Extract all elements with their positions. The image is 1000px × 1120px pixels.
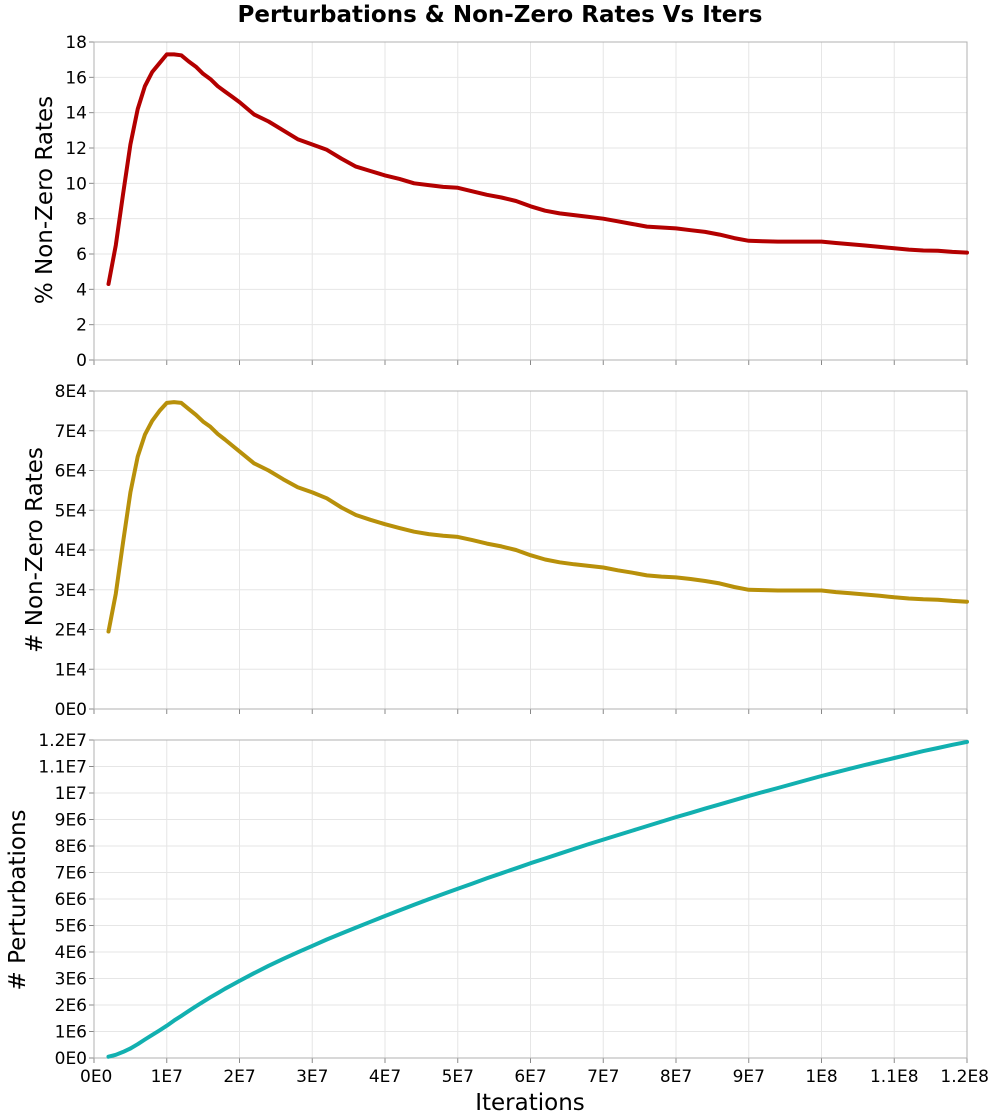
x-tick-label: 7E7 bbox=[587, 1067, 619, 1087]
y-tick-label-pct-nonzero-rates: 14 bbox=[65, 104, 87, 124]
series-line-pct-nonzero-rates bbox=[106, 52, 969, 286]
y-tick-label-pct-nonzero-rates: 10 bbox=[65, 174, 87, 194]
x-tick-label: 3E7 bbox=[296, 1067, 328, 1087]
y-tick-label-perturbations: 1.1E7 bbox=[38, 758, 87, 778]
y-tick-label-perturbations: 6E6 bbox=[55, 890, 87, 910]
y-tick-label-perturbations: 4E6 bbox=[55, 943, 87, 963]
y-tick-label-pct-nonzero-rates: 8 bbox=[76, 210, 87, 230]
y-tick-label-pct-nonzero-rates: 2 bbox=[76, 316, 87, 336]
x-tick-label: 1.1E8 bbox=[870, 1067, 919, 1087]
y-tick-label-perturbations: 1E6 bbox=[55, 1023, 87, 1043]
y-tick-label-num-nonzero-rates: 1E4 bbox=[55, 660, 87, 680]
plot-frame-perturbations bbox=[93, 739, 968, 1059]
y-tick-label-pct-nonzero-rates: 0 bbox=[76, 351, 87, 371]
x-tick-label: 1E8 bbox=[805, 1067, 837, 1087]
y-tick-label-num-nonzero-rates: 8E4 bbox=[55, 382, 87, 402]
y-tick-label-num-nonzero-rates: 3E4 bbox=[55, 581, 87, 601]
y-tick-label-num-nonzero-rates: 6E4 bbox=[55, 462, 87, 482]
y-axis-label-num-nonzero-rates: # Non-Zero Rates bbox=[22, 447, 48, 653]
x-tick-label: 2E7 bbox=[223, 1067, 255, 1087]
plot-frame-pct-nonzero-rates bbox=[93, 41, 968, 361]
y-tick-label-perturbations: 7E6 bbox=[55, 864, 87, 884]
x-tick-label: 4E7 bbox=[369, 1067, 401, 1087]
x-tick-label: 0E0 bbox=[80, 1067, 112, 1087]
chart-title: Perturbations & Non-Zero Rates Vs Iters bbox=[238, 2, 763, 28]
y-tick-label-pct-nonzero-rates: 6 bbox=[76, 245, 87, 265]
x-tick-label: 8E7 bbox=[660, 1067, 692, 1087]
y-tick-label-num-nonzero-rates: 5E4 bbox=[55, 501, 87, 521]
y-tick-label-perturbations: 5E6 bbox=[55, 917, 87, 937]
y-tick-label-num-nonzero-rates: 2E4 bbox=[55, 621, 87, 641]
y-tick-label-pct-nonzero-rates: 16 bbox=[65, 68, 87, 88]
y-tick-label-pct-nonzero-rates: 18 bbox=[65, 33, 87, 53]
y-tick-label-perturbations: 0E0 bbox=[55, 1049, 87, 1069]
x-axis-label: Iterations bbox=[475, 1090, 585, 1116]
y-tick-label-num-nonzero-rates: 0E0 bbox=[55, 700, 87, 720]
panel-pct-nonzero-rates: % Non-Zero Rates 0 2 4 6 8 10 12 14 16 18 bbox=[32, 33, 969, 371]
y-tick-label-perturbations: 1.2E7 bbox=[38, 731, 87, 751]
x-tick-label: 6E7 bbox=[514, 1067, 546, 1087]
y-axis-label-perturbations: # Perturbations bbox=[5, 809, 31, 990]
panel-num-nonzero-rates: # Non-Zero Rates 0E0 1E4 2E4 3E4 4E4 5E4 6E4 7E… bbox=[22, 382, 969, 720]
x-tick-label: 1.2E8 bbox=[940, 1067, 989, 1087]
series-line-perturbations bbox=[106, 739, 969, 1059]
y-tick-label-num-nonzero-rates: 4E4 bbox=[55, 541, 87, 561]
x-tick-label: 1E7 bbox=[151, 1067, 183, 1087]
y-tick-label-perturbations: 8E6 bbox=[55, 837, 87, 857]
y-tick-label-perturbations: 2E6 bbox=[55, 996, 87, 1016]
y-tick-label-pct-nonzero-rates: 4 bbox=[76, 280, 87, 300]
panel-perturbations: # Perturbations 0E0 1E6 2E6 3E6 4E6 5E6 6E6 7E6… bbox=[5, 731, 989, 1087]
x-tick-label: 5E7 bbox=[442, 1067, 474, 1087]
y-axis-label-pct-nonzero-rates: % Non-Zero Rates bbox=[32, 96, 58, 304]
x-tick-label: 9E7 bbox=[733, 1067, 765, 1087]
series-line-num-nonzero-rates bbox=[106, 400, 969, 634]
y-tick-label-pct-nonzero-rates: 12 bbox=[65, 139, 87, 159]
y-tick-label-num-nonzero-rates: 7E4 bbox=[55, 422, 87, 442]
y-tick-label-perturbations: 3E6 bbox=[55, 970, 87, 990]
y-tick-label-perturbations: 9E6 bbox=[55, 811, 87, 831]
y-tick-label-perturbations: 1E7 bbox=[55, 784, 87, 804]
plot-frame-num-nonzero-rates bbox=[93, 390, 968, 710]
